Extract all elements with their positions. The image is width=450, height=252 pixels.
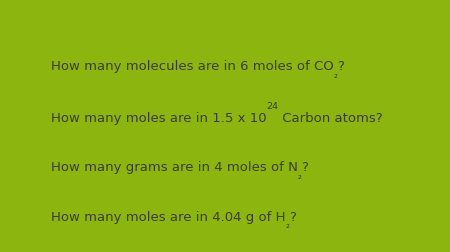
Text: Homework: Homework: [27, 25, 176, 53]
Text: ₂: ₂: [285, 220, 289, 229]
Text: 3.: 3.: [27, 161, 40, 174]
Text: How many moles are in 4.04 g of H: How many moles are in 4.04 g of H: [51, 210, 285, 223]
Text: 4.: 4.: [27, 210, 40, 223]
Text: ?: ?: [338, 60, 344, 73]
Text: ₂: ₂: [333, 70, 338, 79]
Text: ?: ?: [302, 161, 308, 174]
Text: Carbon atoms?: Carbon atoms?: [279, 111, 383, 124]
Text: 24: 24: [266, 102, 279, 110]
Text: How many grams are in 4 moles of N: How many grams are in 4 moles of N: [51, 161, 297, 174]
Text: 1.: 1.: [27, 60, 40, 73]
Text: How many molecules are in 6 moles of CO: How many molecules are in 6 moles of CO: [51, 60, 333, 73]
Text: ₂: ₂: [297, 171, 302, 180]
Text: How many moles are in 1.5 x 10: How many moles are in 1.5 x 10: [51, 111, 266, 124]
Text: 2.: 2.: [27, 111, 40, 124]
Text: ?: ?: [289, 210, 296, 223]
